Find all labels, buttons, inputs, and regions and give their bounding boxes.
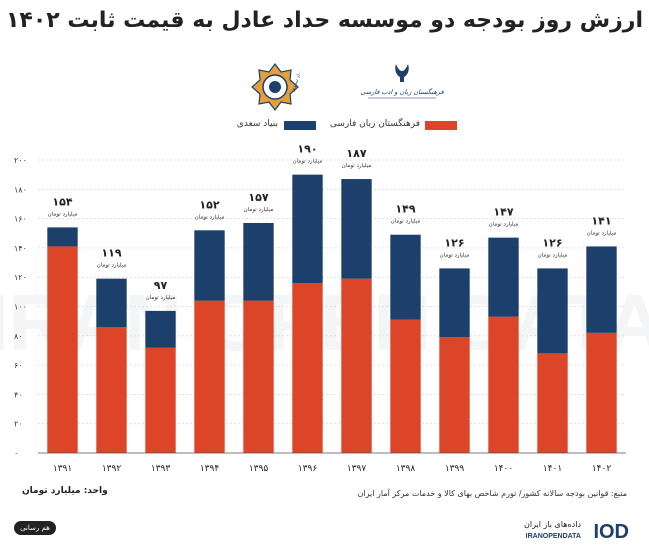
bar-farhangestan	[537, 353, 568, 453]
bar-farhangestan	[488, 316, 519, 453]
y-tick-label: ۰	[14, 449, 18, 458]
legend-item-farhangestan: فرهنگستان زبان فارسی	[320, 118, 460, 134]
page-title: ارزش روز بودجه دو موسسه حداد عادل به قیم…	[6, 8, 643, 33]
y-tick-label: ۱۲۰	[14, 273, 27, 282]
bar-saadi	[194, 230, 225, 301]
legend-label-farhangestan: فرهنگستان زبان فارسی	[329, 119, 420, 129]
bar-farhangestan	[439, 337, 470, 453]
saadi-logo: بنیاد سعدی	[251, 63, 300, 111]
y-tick-label: ۱۰۰	[14, 303, 27, 312]
total-sublabel: میلیارد تومان	[391, 219, 421, 225]
bar-farhangestan	[243, 300, 274, 453]
brand-sub: IRANOPENDATA	[526, 533, 581, 540]
bar-saadi	[488, 237, 519, 317]
total-sublabel: میلیارد تومان	[342, 163, 372, 169]
source-label: منبع: قوانین بودجه سالانه کشور/ تورم شاخ…	[357, 489, 627, 498]
axis-layer: ۰ ۲۰ ۴۰ ۶۰ ۸۰ ۱۰۰ ۱۲۰ ۱۴۰ ۱۶۰ ۱۸۰ ۲۰۰ ۱۳۹۱ ۱۳۹۲ ۱۳۹۳ ۱…	[14, 156, 626, 474]
labels-layer: ۱۵۴ میلیارد تومان ۱۱۹ میلیارد تومان ۹۷ میلیار…	[48, 143, 617, 301]
x-tick-label: ۱۳۹۸	[396, 464, 416, 474]
x-tick-label: ۱۳۹۷	[347, 464, 367, 474]
x-tick-label: ۱۴۰۱	[543, 464, 562, 474]
total-label: ۱۵۲	[199, 198, 219, 211]
x-tick-label: ۱۳۹۹	[445, 464, 465, 474]
bar-farhangestan	[194, 300, 225, 453]
total-label: ۱۲۶	[542, 236, 562, 249]
share-badge[interactable]: هم رسانی	[14, 521, 56, 535]
x-tick-label: ۱۳۹۵	[249, 464, 269, 474]
bar-farhangestan	[145, 347, 176, 453]
bar-saadi	[145, 310, 176, 348]
total-label: ۱۸۷	[346, 147, 366, 160]
total-label: ۱۵۴	[52, 195, 72, 208]
bar-saadi	[341, 179, 372, 279]
bar-farhangestan	[47, 246, 78, 453]
total-label: ۱۵۷	[248, 191, 268, 204]
x-tick-label: ۱۳۹۳	[151, 464, 171, 474]
total-label: ۱۹۰	[297, 143, 317, 156]
bar-farhangestan	[586, 332, 617, 453]
total-sublabel: میلیارد تومان	[195, 214, 225, 220]
x-tick-label: ۱۴۰۲	[592, 464, 612, 474]
x-tick-label: ۱۳۹۶	[298, 464, 318, 474]
legend-item-saadi: بنیاد سعدی	[236, 118, 330, 134]
y-tick-label: ۴۰	[14, 390, 23, 399]
total-sublabel: میلیارد تومان	[244, 207, 274, 213]
total-sublabel: میلیارد تومان	[587, 230, 617, 236]
total-sublabel: میلیارد تومان	[293, 159, 323, 165]
total-label: ۹۷	[154, 279, 168, 292]
x-tick-label: ۱۳۹۴	[200, 464, 220, 474]
total-sublabel: میلیارد تومان	[538, 252, 568, 258]
brand-mark: IOD	[593, 521, 629, 543]
total-sublabel: میلیارد تومان	[489, 222, 519, 228]
bar-saadi	[47, 227, 78, 247]
bar-saadi	[586, 246, 617, 333]
bar-farhangestan	[341, 278, 372, 453]
total-sublabel: میلیارد تومان	[48, 211, 78, 217]
brand-logo: IOD داده‌های باز ایران IRANOPENDATA	[524, 520, 629, 543]
y-tick-label: ۱۶۰	[14, 215, 27, 224]
y-tick-label: ۲۰۰	[14, 156, 27, 165]
total-sublabel: میلیارد تومان	[97, 263, 127, 269]
y-tick-label: ۸۰	[14, 332, 23, 341]
bar-saadi	[390, 234, 421, 320]
bar-saadi	[537, 268, 568, 354]
brand-name: داده‌های باز ایران	[524, 520, 581, 529]
total-label: ۱۴۱	[591, 214, 611, 227]
x-tick-label: ۱۳۹۲	[102, 464, 122, 474]
legend-label-saadi: بنیاد سعدی	[236, 119, 278, 129]
y-tick-label: ۲۰	[14, 420, 23, 429]
total-sublabel: میلیارد تومان	[146, 295, 176, 301]
chart-legend: فرهنگستان زبان فارسی بنیاد سعدی	[0, 118, 649, 134]
y-tick-label: ۱۸۰	[14, 185, 27, 194]
unit-label: واحد: میلیارد تومان	[22, 486, 108, 496]
bars-layer	[47, 174, 617, 453]
x-tick-label: ۱۴۰۰	[494, 464, 513, 474]
bar-saadi	[292, 174, 323, 284]
total-label: ۱۲۶	[444, 236, 464, 249]
farhangestan-logo: فرهنگستان زبان و ادب فارسی	[360, 64, 444, 99]
y-tick-label: ۱۴۰	[14, 244, 27, 253]
legend-swatch-saadi	[284, 121, 316, 130]
total-label: ۱۴۷	[493, 206, 513, 219]
y-tick-label: ۶۰	[14, 361, 23, 370]
bar-farhangestan	[390, 319, 421, 453]
bar-farhangestan	[96, 327, 127, 453]
bar-saadi	[243, 222, 274, 301]
total-label: ۱۱۹	[101, 247, 121, 260]
legend-swatch-farhangestan	[425, 121, 457, 130]
bar-farhangestan	[292, 283, 323, 453]
farhangestan-logo-text: فرهنگستان زبان و ادب فارسی	[360, 88, 444, 96]
bar-saadi	[96, 278, 127, 328]
bar-saadi	[439, 268, 470, 338]
saadi-logo-text: بنیاد سعدی	[290, 69, 300, 93]
x-tick-label: ۱۳۹۱	[53, 464, 72, 474]
total-label: ۱۴۹	[395, 203, 415, 216]
total-sublabel: میلیارد تومان	[440, 252, 470, 258]
